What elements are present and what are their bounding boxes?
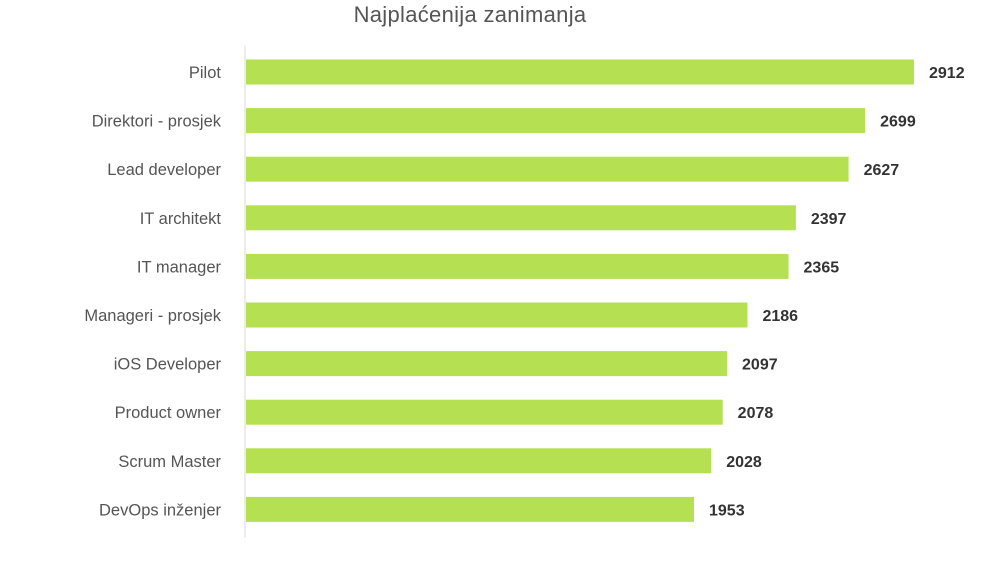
category-label: DevOps inženjer bbox=[99, 501, 221, 519]
value-label: 2028 bbox=[726, 454, 762, 471]
bar-6 bbox=[246, 302, 748, 328]
bar-10 bbox=[246, 496, 695, 522]
bar-1 bbox=[246, 59, 914, 85]
value-labels-layer: 2912 2699 2627 2397 2365 2186 2097 2078 2028 1953 bbox=[709, 65, 965, 519]
value-label: 2078 bbox=[738, 405, 774, 422]
category-label: Direktori - prosjek bbox=[92, 113, 222, 131]
category-labels-layer: Pilot Direktori - prosjek Lead developer IT… bbox=[84, 64, 221, 519]
bar-9 bbox=[246, 448, 712, 474]
bar-4 bbox=[246, 205, 796, 231]
bars-layer bbox=[246, 59, 914, 522]
category-label: Scrum Master bbox=[118, 453, 221, 471]
bar-3 bbox=[246, 156, 849, 182]
value-label: 1953 bbox=[709, 502, 745, 519]
value-label: 2186 bbox=[762, 308, 798, 325]
category-label: Product owner bbox=[115, 404, 222, 422]
chart-title: Najplaćenija zanimanja bbox=[353, 2, 587, 27]
bar-5 bbox=[246, 253, 789, 279]
value-label: 2627 bbox=[864, 162, 900, 179]
value-label: 2699 bbox=[880, 114, 916, 131]
value-label: 2397 bbox=[811, 211, 847, 228]
category-label: Pilot bbox=[189, 64, 222, 82]
category-label: iOS Developer bbox=[114, 356, 222, 374]
category-label: IT manager bbox=[137, 258, 222, 276]
bar-2 bbox=[246, 108, 866, 134]
bar-8 bbox=[246, 399, 723, 425]
value-label: 2365 bbox=[804, 259, 840, 276]
category-label: Lead developer bbox=[107, 161, 221, 179]
bar-7 bbox=[246, 351, 728, 377]
category-label: IT architekt bbox=[140, 210, 222, 228]
category-label: Manageri - prosjek bbox=[84, 307, 221, 325]
value-label: 2097 bbox=[742, 357, 778, 374]
value-label: 2912 bbox=[929, 65, 965, 82]
